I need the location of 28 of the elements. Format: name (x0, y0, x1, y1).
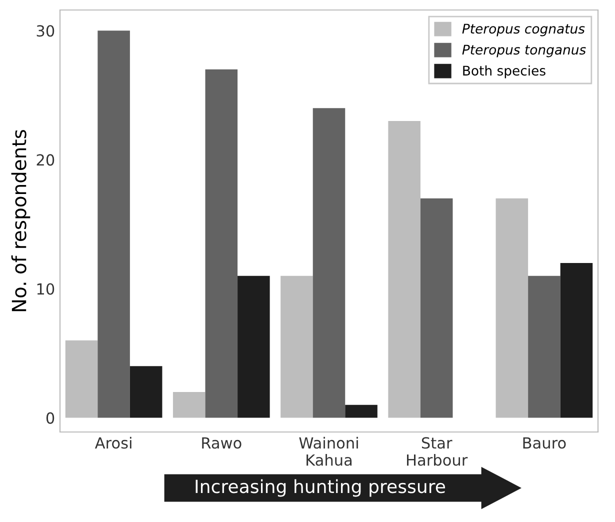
bar (98, 30, 130, 418)
y-tick-label: 0 (46, 412, 54, 424)
y-axis-title: No. of respondents (11, 130, 30, 312)
bar (345, 404, 378, 418)
y-tick-label: 30 (36, 25, 54, 37)
legend-label: Both species (463, 65, 546, 78)
bar (65, 340, 98, 418)
x-tick-label: Arosi (94, 436, 132, 449)
bar (496, 198, 528, 418)
bar (528, 276, 560, 418)
bar (388, 120, 420, 418)
x-tick-label: Rawo (202, 437, 242, 449)
legend-label: Pteropus tonganus (462, 44, 586, 58)
bar (205, 69, 238, 418)
text: Increasing hunting pressure (196, 479, 446, 497)
x-tick-label: Star Harbour (407, 437, 468, 466)
bar (280, 276, 313, 418)
bar (130, 366, 162, 418)
bar (238, 276, 270, 418)
legend-label: Pteropus cognatus (462, 24, 585, 36)
bar (312, 108, 346, 418)
y-tick-label: 10 (37, 283, 54, 295)
x-tick-label: Bauro (523, 437, 566, 449)
x-tick-label: Wainoni Kahua (299, 436, 358, 466)
y-tick-label: 20 (36, 154, 54, 166)
bar (172, 392, 206, 418)
bar (420, 198, 453, 418)
bar (560, 262, 593, 418)
